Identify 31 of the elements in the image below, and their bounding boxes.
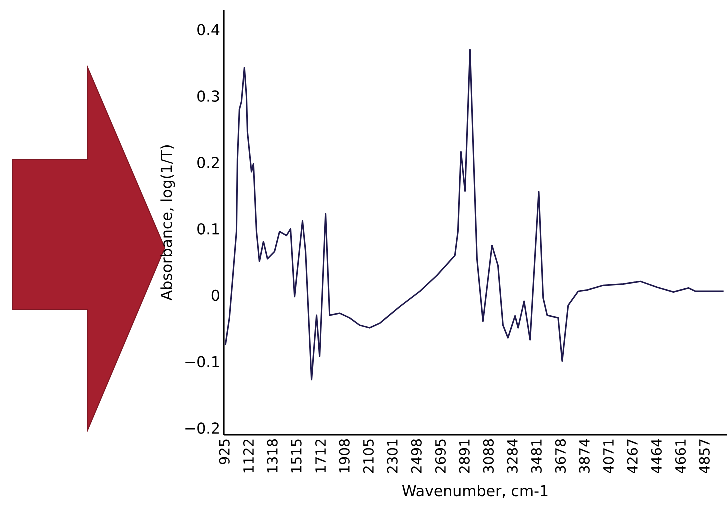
y-tick-label: −0.1 xyxy=(186,356,220,368)
x-tick-label: 2301 xyxy=(387,440,398,474)
y-tick-label: 0.3 xyxy=(198,90,220,102)
x-tick-label: 3284 xyxy=(507,439,518,474)
x-tick-label: 2891 xyxy=(459,440,470,474)
x-tick-label: 3874 xyxy=(579,439,590,474)
x-tick-label: 1712 xyxy=(315,440,326,473)
x-tick-label: 2498 xyxy=(411,440,422,474)
y-axis-title: Absorbance, log(1/T) xyxy=(160,146,176,301)
x-tick-label: 4267 xyxy=(627,440,638,474)
x-tick-label: 1122 xyxy=(243,440,254,473)
y-tick-label: 0.1 xyxy=(198,223,220,235)
x-tick-label: 4857 xyxy=(699,440,710,474)
x-tick-label: 4071 xyxy=(603,440,614,474)
y-tick-label: −0.2 xyxy=(186,422,219,434)
y-tick-label: 0.4 xyxy=(198,24,220,36)
y-tick-label: 0 xyxy=(212,290,220,302)
x-tick-label: 4661 xyxy=(675,440,686,474)
x-tick-label: 2105 xyxy=(363,440,374,474)
x-tick-label: 1318 xyxy=(267,440,278,473)
x-tick-label: 3088 xyxy=(483,440,494,474)
x-tick-label: 3481 xyxy=(531,440,542,474)
x-axis-title: Wavenumber, cm-1 xyxy=(402,485,548,498)
x-tick-label: 3678 xyxy=(555,440,566,474)
line-series xyxy=(224,49,725,381)
y-tick-label: 0.2 xyxy=(198,157,219,168)
x-tick-label: 925 xyxy=(219,440,230,464)
x-tick-label: 1515 xyxy=(291,440,302,473)
x-tick-label: 4464 xyxy=(651,439,662,474)
x-tick-label: 2695 xyxy=(435,440,446,474)
x-tick-label: 1908 xyxy=(339,440,350,473)
